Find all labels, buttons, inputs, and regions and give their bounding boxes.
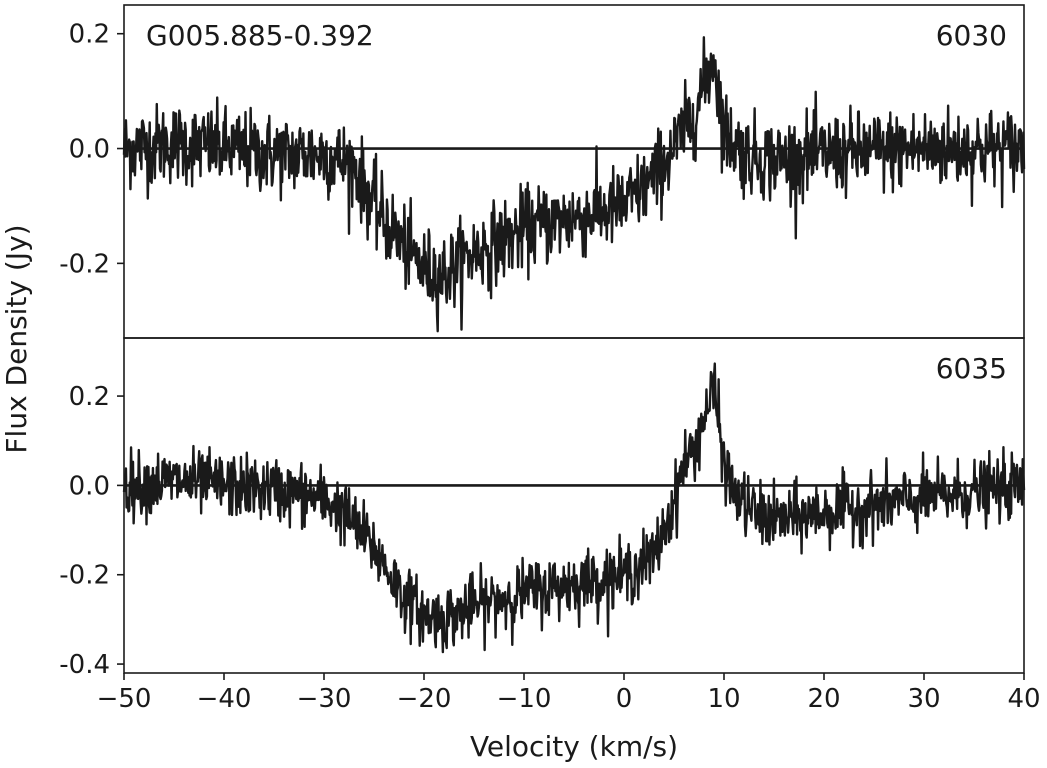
x-tick-label: 20 xyxy=(807,684,840,714)
panel-bottom: 6035 -0.4 -0.2 0.0 0.2 xyxy=(59,337,1026,680)
source-name-label: G005.885-0.392 xyxy=(146,19,374,52)
panel-top-y-tick-label: 0.2 xyxy=(69,20,110,50)
panel-bottom-y-tick-label: -0.4 xyxy=(59,650,110,680)
x-tick-label: −30 xyxy=(297,684,352,714)
panel-bottom-frame xyxy=(123,337,1025,674)
panel-top-y-axis: -0.2 0.0 0.2 xyxy=(59,20,124,279)
y-axis-title: Flux Density (Jy) xyxy=(0,224,33,453)
x-tick-label: 10 xyxy=(707,684,740,714)
x-tick-label: −40 xyxy=(197,684,252,714)
x-tick-label: −50 xyxy=(97,684,152,714)
panel-top-plot-area xyxy=(122,36,1026,333)
panel-top-y-tick-label: 0.0 xyxy=(69,135,110,165)
x-tick-label: −20 xyxy=(397,684,452,714)
x-axis-title: Velocity (km/s) xyxy=(470,730,678,763)
panel-bottom-y-tick-label: 0.0 xyxy=(69,471,110,501)
panel-bottom-plot-area xyxy=(122,362,1026,654)
panel-bottom-transition-label: 6035 xyxy=(936,352,1007,385)
x-axis: −50 −40 −30 −20 −10 0 10 20 30 40 xyxy=(97,673,1041,714)
panel-bottom-y-tick-label: -0.2 xyxy=(59,561,110,591)
panel-top-y-tick-label: -0.2 xyxy=(59,249,110,279)
x-tick-label: 40 xyxy=(1007,684,1040,714)
x-tick-label: −10 xyxy=(497,684,552,714)
x-tick-label: 0 xyxy=(616,684,633,714)
panel-bottom-spectrum-line xyxy=(122,362,1026,654)
panel-top-spectrum-line xyxy=(122,36,1026,333)
panel-bottom-y-axis: -0.4 -0.2 0.0 0.2 xyxy=(59,382,124,680)
panel-bottom-y-tick-label: 0.2 xyxy=(69,382,110,412)
panel-top: G005.885-0.392 6030 -0.2 0.0 0.2 xyxy=(59,4,1026,339)
x-tick-label: 30 xyxy=(907,684,940,714)
panel-top-transition-label: 6030 xyxy=(936,19,1007,52)
